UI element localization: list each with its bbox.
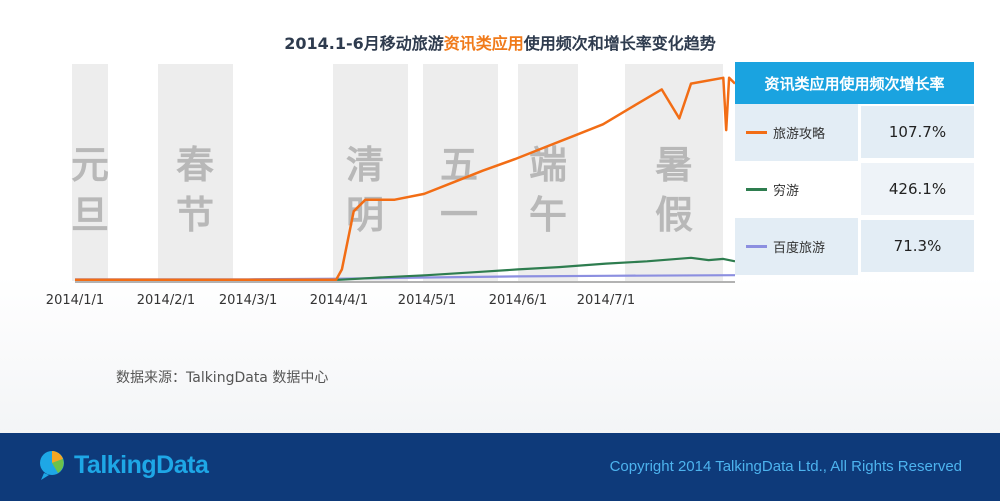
holiday-band [518, 64, 578, 281]
legend-label: 百度旅游 [773, 241, 826, 256]
growth-value: 107.7% [861, 106, 974, 158]
growth-value: 71.3% [861, 220, 974, 272]
growth-row: 百度旅游 71.3% [735, 218, 974, 275]
title-prefix: 2014.1-6月移动旅游 [284, 34, 444, 53]
holiday-label: 春 [176, 143, 214, 187]
x-tick-label: 2014/2/1 [137, 293, 195, 308]
growth-value: 426.1% [861, 163, 974, 215]
holiday-label: 假 [655, 193, 693, 237]
title-highlight: 资讯类应用 [443, 34, 524, 53]
legend-item: 百度旅游 [735, 218, 858, 275]
holiday-band [72, 64, 108, 281]
x-tick-label: 2014/3/1 [219, 293, 277, 308]
legend-item: 穷游 [735, 161, 858, 218]
logo: TalkingData [36, 449, 209, 481]
holiday-band [158, 64, 233, 281]
logo-text: TalkingData [74, 450, 209, 479]
holiday-label: 旦 [71, 193, 109, 237]
legend-item: 旅游攻略 [735, 104, 858, 161]
x-tick-label: 2014/5/1 [398, 293, 456, 308]
legend-swatch [746, 188, 767, 191]
holiday-label: 节 [176, 193, 214, 237]
series-line [75, 256, 736, 281]
x-tick-label: 2014/7/1 [577, 293, 635, 308]
holiday-label: 端 [529, 143, 567, 187]
title-suffix: 使用频次和增长率变化趋势 [523, 34, 716, 53]
holiday-label: 一 [440, 193, 478, 237]
logo-icon [40, 451, 64, 480]
chart-title: 2014.1-6月移动旅游资讯类应用使用频次和增长率变化趋势 [0, 30, 1000, 54]
growth-rate-table: 资讯类应用使用频次增长率 旅游攻略 107.7% 穷游 426.1% 百度旅游 … [735, 62, 974, 275]
holiday-label: 清 [346, 143, 384, 187]
footer-bar: TalkingData Copyright 2014 TalkingData L… [0, 433, 1000, 501]
x-tick-label: 2014/6/1 [489, 293, 547, 308]
legend-label: 穷游 [773, 184, 800, 199]
holiday-label: 午 [529, 193, 567, 237]
growth-row: 旅游攻略 107.7% [735, 104, 974, 161]
copyright: Copyright 2014 TalkingData Ltd., All Rig… [609, 458, 962, 475]
growth-rate-header: 资讯类应用使用频次增长率 [735, 62, 974, 104]
growth-row: 穷游 426.1% [735, 161, 974, 218]
x-tick-label: 2014/4/1 [310, 293, 368, 308]
x-tick-label: 2014/1/1 [46, 293, 104, 308]
holiday-band [423, 64, 498, 281]
holiday-label: 元 [71, 143, 109, 187]
legend-swatch [746, 245, 767, 248]
legend-label: 旅游攻略 [773, 127, 826, 142]
holiday-band [333, 64, 408, 281]
legend-swatch [746, 131, 767, 134]
data-source: 数据来源：TalkingData 数据中心 [116, 370, 329, 386]
series-line [75, 76, 736, 282]
holiday-label: 暑 [655, 143, 693, 187]
